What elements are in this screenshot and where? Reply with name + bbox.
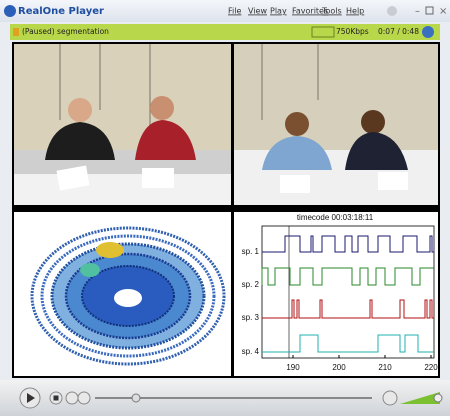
page: RealOne Player FileViewPlayFavoritesTool… [0, 0, 450, 416]
x-tick-label: 210 [378, 363, 392, 372]
menu-item[interactable]: Play [270, 7, 287, 16]
previous-button[interactable] [66, 392, 78, 404]
menu-item[interactable]: Help [346, 7, 364, 16]
menu-item[interactable]: View [248, 7, 267, 16]
app-logo [4, 5, 16, 17]
menu-item[interactable]: Tools [321, 7, 342, 16]
video-right-top [234, 44, 438, 205]
options-button[interactable] [422, 26, 434, 38]
next-button[interactable] [78, 392, 90, 404]
volume-thumb[interactable] [434, 394, 442, 402]
time-position: 0:07 / 0:48 [378, 27, 419, 36]
mute-button[interactable] [383, 391, 397, 405]
play-state: (Paused) segmentation [22, 27, 109, 36]
app-title: RealOne Player [18, 6, 104, 17]
row-label: sp. 4 [242, 347, 260, 356]
player-window: RealOne Player FileViewPlayFavoritesTool… [0, 0, 450, 416]
polar-plot [14, 212, 231, 376]
chart-title: timecode 00:03:18:11 [297, 213, 374, 222]
bitrate: 750Kbps [336, 27, 369, 36]
seek-thumb[interactable] [132, 394, 140, 402]
close-button[interactable]: × [439, 6, 447, 17]
pause-indicator [13, 28, 19, 36]
minimize-button[interactable]: – [415, 6, 420, 17]
row-label: sp. 1 [242, 247, 260, 256]
x-tick-label: 200 [332, 363, 346, 372]
help-button[interactable] [387, 6, 397, 16]
row-label: sp. 2 [242, 280, 260, 289]
stop-icon [54, 396, 59, 401]
timeline-chart: timecode 00:03:18:11 sp. 1 sp. 2 sp. 3 sp. … [234, 212, 438, 376]
x-tick-label: 220 [424, 363, 438, 372]
menu-item[interactable]: File [228, 7, 241, 16]
x-tick-label: 190 [286, 363, 300, 372]
row-label: sp. 3 [242, 313, 260, 322]
video-left-top [14, 44, 231, 205]
